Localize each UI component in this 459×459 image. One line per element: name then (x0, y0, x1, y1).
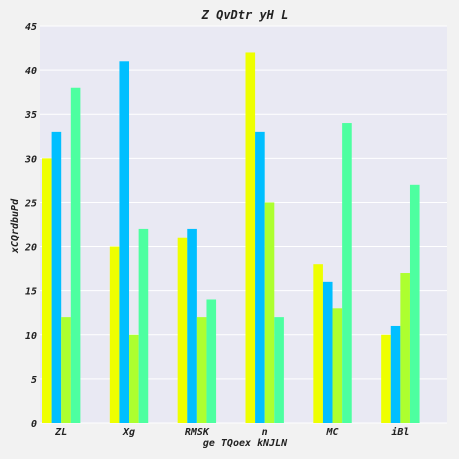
y-tick-label: 5 (31, 375, 37, 386)
x-tick-label: iBl (391, 426, 409, 438)
plot-background (40, 26, 447, 423)
bar (342, 123, 352, 424)
bar (187, 228, 197, 423)
y-tick-label: 10 (25, 331, 37, 342)
y-tick-label: 15 (25, 287, 37, 298)
bar (409, 184, 420, 423)
bar (119, 61, 130, 424)
x-tick-label: ZL (54, 427, 67, 438)
bar (255, 131, 265, 423)
y-tick-label: 25 (24, 198, 37, 209)
x-tick-label: Xg (122, 427, 135, 438)
y-tick-label: 40 (25, 66, 37, 77)
bar (332, 308, 343, 423)
y-axis-label: xCQrdbuPd (10, 198, 21, 254)
y-tick-label: 20 (24, 243, 37, 254)
y-tick-label: 45 (25, 22, 37, 33)
bar (196, 317, 207, 423)
bar (138, 228, 149, 423)
bar (322, 281, 333, 423)
x-tick-label: RMSK (185, 427, 210, 438)
bar (400, 273, 410, 423)
bar (381, 334, 391, 423)
y-tick-label: 30 (24, 154, 37, 165)
bar (129, 334, 139, 423)
bar (274, 317, 284, 423)
grid-lines (40, 25, 447, 424)
bar (70, 87, 81, 423)
bar (390, 325, 401, 423)
bar (245, 52, 256, 423)
bar (264, 202, 275, 423)
x-axis-label: ge TQoex kNJLN (203, 438, 288, 449)
bars-group (42, 52, 420, 424)
y-tick-label: 35 (24, 110, 37, 121)
bar (61, 317, 71, 423)
chart-title: Z QvDtr yH L (201, 8, 289, 22)
bar (109, 246, 120, 423)
bar (177, 237, 188, 423)
bar (51, 131, 62, 423)
x-tick-label: MC (326, 427, 339, 438)
y-tick-labels: 0 5 10 15 20 25 30 35 40 45 (24, 22, 37, 430)
bar (313, 264, 323, 423)
x-tick-label: n (262, 427, 268, 438)
x-tick-labels: ZL Xg RMSK n MC iBl (54, 426, 409, 438)
bar (206, 299, 217, 423)
y-tick-label: 0 (31, 419, 37, 430)
bar (42, 158, 52, 424)
